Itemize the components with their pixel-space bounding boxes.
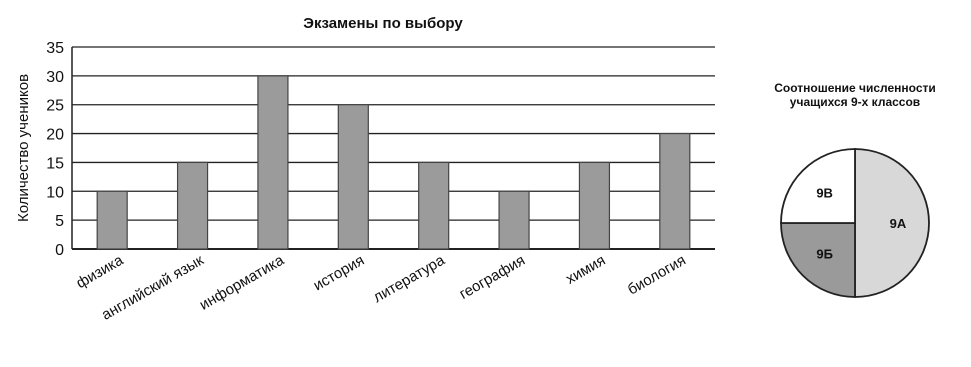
category-label: география bbox=[456, 252, 528, 303]
pie-chart-title-line-1: Соотношение численности bbox=[774, 81, 936, 95]
category-label: физика bbox=[73, 251, 126, 292]
pie-slice bbox=[854, 148, 930, 298]
pie-slice-label: 9А bbox=[890, 216, 907, 231]
pie-slice bbox=[780, 148, 856, 224]
bar bbox=[176, 161, 209, 250]
bar bbox=[418, 161, 450, 250]
bar-chart: Экзамены по выбору Количество учеников 0… bbox=[15, 15, 715, 324]
pie-slice-labels: 9А 9Б 9В bbox=[816, 186, 906, 262]
y-tick-label: 15 bbox=[46, 155, 64, 172]
pie-slice-label: 9В bbox=[816, 186, 833, 201]
bar bbox=[96, 190, 128, 250]
y-tick-label: 10 bbox=[46, 184, 64, 201]
y-tick-label: 20 bbox=[46, 127, 64, 144]
y-tick-label: 0 bbox=[55, 242, 64, 259]
bar bbox=[257, 75, 289, 250]
category-label: история bbox=[311, 252, 368, 295]
bar-chart-title: Экзамены по выбору bbox=[303, 15, 463, 32]
bar bbox=[337, 104, 369, 250]
bar-gridlines bbox=[71, 46, 715, 250]
category-label: химия bbox=[563, 252, 608, 288]
category-label: информатика bbox=[197, 251, 288, 313]
y-tick-labels: 0 5 10 15 20 25 30 35 bbox=[46, 40, 64, 259]
pie-chart-title-line-2: учащихся 9-х классов bbox=[790, 95, 920, 109]
pie-chart: Соотношение численности учащихся 9-х кла… bbox=[774, 81, 936, 298]
pie-slice-label: 9Б bbox=[816, 246, 833, 261]
bar bbox=[498, 190, 530, 250]
category-label: литература bbox=[370, 251, 448, 306]
y-tick-label: 35 bbox=[46, 40, 64, 57]
y-tick-label: 30 bbox=[46, 69, 64, 86]
pie-slice bbox=[780, 222, 856, 298]
y-tick-label: 5 bbox=[55, 213, 64, 230]
y-tick-label: 25 bbox=[46, 98, 64, 115]
bar bbox=[659, 132, 691, 250]
y-axis-title: Количество учеников bbox=[15, 74, 32, 222]
bar-marks bbox=[96, 75, 691, 250]
category-label: биология bbox=[625, 252, 689, 299]
bar bbox=[578, 161, 611, 250]
pie-slices bbox=[780, 148, 930, 298]
